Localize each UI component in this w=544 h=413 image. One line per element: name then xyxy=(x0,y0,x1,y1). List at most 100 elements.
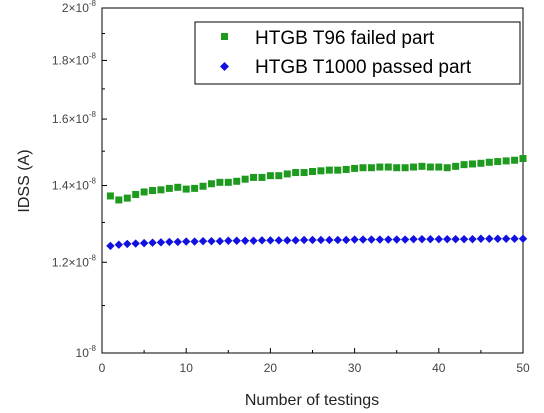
point-passed xyxy=(476,234,486,243)
point-passed xyxy=(165,237,174,247)
point-passed xyxy=(501,234,511,243)
point-passed xyxy=(443,234,452,244)
point-passed xyxy=(392,235,401,244)
point-failed xyxy=(342,165,350,173)
point-passed xyxy=(224,236,233,245)
legend-marker-diamond xyxy=(220,62,229,71)
point-failed xyxy=(334,166,342,174)
point-failed xyxy=(207,180,215,188)
axis-ticks: 0 10 20 30 40 50 10-8 1.2×10-8 1.4×10-8 1.6×10-8 1… xyxy=(52,0,530,375)
point-passed xyxy=(215,236,225,246)
y-tick-label: 1.6×10-8 xyxy=(52,110,97,126)
y-tick-label: 1.4×10-8 xyxy=(52,177,97,193)
point-passed xyxy=(400,235,410,244)
point-passed xyxy=(131,239,140,248)
point-passed xyxy=(493,234,502,243)
point-passed xyxy=(485,234,494,243)
point-passed xyxy=(156,238,166,247)
point-failed xyxy=(182,185,190,193)
point-passed xyxy=(190,237,199,246)
point-failed xyxy=(250,173,258,181)
point-passed xyxy=(333,235,342,245)
point-passed xyxy=(123,239,132,249)
point-passed xyxy=(148,238,157,247)
point-failed xyxy=(485,158,493,166)
point-failed xyxy=(460,161,468,169)
point-passed xyxy=(308,235,317,245)
point-failed xyxy=(174,183,182,191)
point-failed xyxy=(376,163,384,171)
point-passed xyxy=(417,234,427,244)
point-failed xyxy=(266,172,274,180)
point-passed xyxy=(316,235,326,245)
point-failed xyxy=(157,186,165,194)
point-failed xyxy=(300,169,308,177)
point-failed xyxy=(149,187,157,195)
point-failed xyxy=(325,166,333,174)
point-failed xyxy=(511,156,519,164)
point-failed xyxy=(477,159,485,167)
point-failed xyxy=(426,163,434,171)
x-axis-label: Number of testings xyxy=(245,392,379,409)
point-failed xyxy=(519,155,527,163)
point-failed xyxy=(410,163,418,171)
point-passed xyxy=(434,234,443,244)
point-failed xyxy=(443,164,451,172)
point-failed xyxy=(393,164,401,172)
point-passed xyxy=(409,234,418,244)
data-points xyxy=(106,155,528,251)
point-passed xyxy=(182,237,191,246)
point-failed xyxy=(502,157,510,165)
x-tick-label: 20 xyxy=(264,361,278,375)
x-tick-label: 0 xyxy=(99,361,106,375)
point-passed xyxy=(451,234,460,244)
point-failed xyxy=(165,184,173,192)
point-failed xyxy=(241,175,249,183)
point-failed xyxy=(106,192,114,200)
point-failed xyxy=(367,164,375,172)
point-failed xyxy=(384,163,392,171)
point-failed xyxy=(123,194,131,202)
point-passed xyxy=(240,236,250,245)
point-failed xyxy=(435,163,443,171)
point-passed xyxy=(367,235,376,244)
point-passed xyxy=(114,240,124,249)
point-passed xyxy=(291,236,300,245)
point-failed xyxy=(351,164,359,172)
point-failed xyxy=(132,190,140,198)
legend: HTGB T96 failed part HTGB T1000 passed p… xyxy=(194,21,521,85)
point-passed xyxy=(232,236,241,245)
y-tick-label: 1.2×10-8 xyxy=(52,253,97,269)
point-passed xyxy=(257,236,267,245)
point-passed xyxy=(510,234,519,243)
y-tick-label: 1.8×10-8 xyxy=(52,51,97,67)
point-passed xyxy=(341,235,351,245)
point-passed xyxy=(350,235,359,244)
point-failed xyxy=(140,188,148,196)
point-passed xyxy=(106,241,115,251)
point-passed xyxy=(283,236,292,245)
point-failed xyxy=(418,162,426,170)
point-failed xyxy=(317,167,325,175)
point-passed xyxy=(173,237,182,247)
point-failed xyxy=(283,170,291,178)
y-tick-label: 10-8 xyxy=(76,344,97,360)
point-passed xyxy=(249,236,258,245)
x-tick-label: 50 xyxy=(516,361,530,375)
legend-box xyxy=(194,21,521,85)
point-passed xyxy=(375,235,385,244)
legend-label-passed: HTGB T1000 passed part xyxy=(255,57,472,78)
point-passed xyxy=(358,235,368,244)
y-axis-label: IDSS (A) xyxy=(16,149,33,212)
x-tick-label: 30 xyxy=(348,361,362,375)
point-failed xyxy=(275,172,283,180)
x-tick-label: 40 xyxy=(432,361,446,375)
point-passed xyxy=(139,238,149,248)
point-failed xyxy=(359,164,367,172)
point-passed xyxy=(426,234,435,244)
point-failed xyxy=(115,196,123,204)
point-passed xyxy=(299,235,309,245)
point-failed xyxy=(309,168,316,176)
point-failed xyxy=(216,178,224,186)
point-passed xyxy=(518,234,528,243)
